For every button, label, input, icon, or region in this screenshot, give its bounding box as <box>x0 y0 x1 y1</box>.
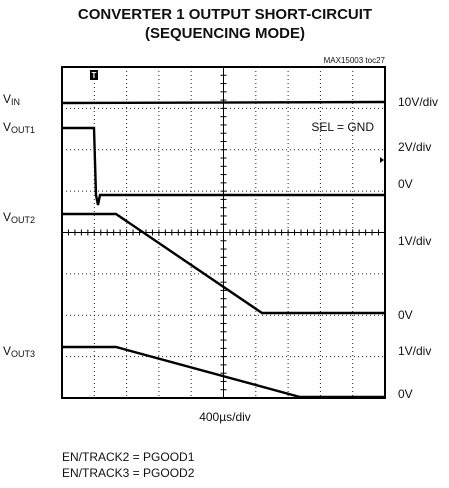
vout1-trace <box>62 126 385 206</box>
scale-label: 0V <box>398 177 413 191</box>
title-line: CONVERTER 1 OUTPUT SHORT-CIRCUIT <box>78 6 372 23</box>
scale-label: 10V/div <box>398 95 438 109</box>
label-sub: IN <box>11 97 20 107</box>
time-scale: 400µs/div <box>199 410 251 424</box>
label-sub: OUT1 <box>11 125 35 135</box>
scale-label: 2V/div <box>398 140 431 154</box>
note: EN/TRACK3 = PGOOD2 <box>62 466 195 480</box>
scale-label: 1V/div <box>398 344 431 358</box>
scale-label: 1V/div <box>398 234 431 248</box>
channel-label: VOUT1 <box>3 120 35 135</box>
label-sub: OUT3 <box>11 349 35 359</box>
vin-trace <box>61 100 386 105</box>
label-base: V <box>3 92 11 106</box>
channel-label: VOUT2 <box>3 210 35 225</box>
right-labels: 10V/div 2V/div 0V 1V/div 0V 1V/div 0V <box>398 95 438 401</box>
title-line: (SEQUENCING MODE) <box>145 25 305 42</box>
channel-label: VOUT3 <box>3 344 35 359</box>
frame <box>61 66 386 399</box>
trigger-label: T <box>92 71 97 80</box>
label-sub: OUT2 <box>11 215 35 225</box>
label-base: V <box>3 344 11 358</box>
scale-label: 0V <box>398 387 413 401</box>
graticule <box>62 67 385 398</box>
annotation: SEL = GND <box>311 120 374 134</box>
trigger-marker <box>90 70 98 80</box>
reference: MAX15003 toc27 <box>324 56 386 65</box>
label-base: V <box>3 210 11 224</box>
level-marker <box>380 157 384 163</box>
channel-label: VIN <box>3 92 20 107</box>
note: EN/TRACK2 = PGOOD1 <box>62 450 195 464</box>
label-base: V <box>3 120 11 134</box>
scale-label: 0V <box>398 308 413 322</box>
vout2-trace <box>62 212 385 315</box>
vout3-trace <box>62 345 385 399</box>
